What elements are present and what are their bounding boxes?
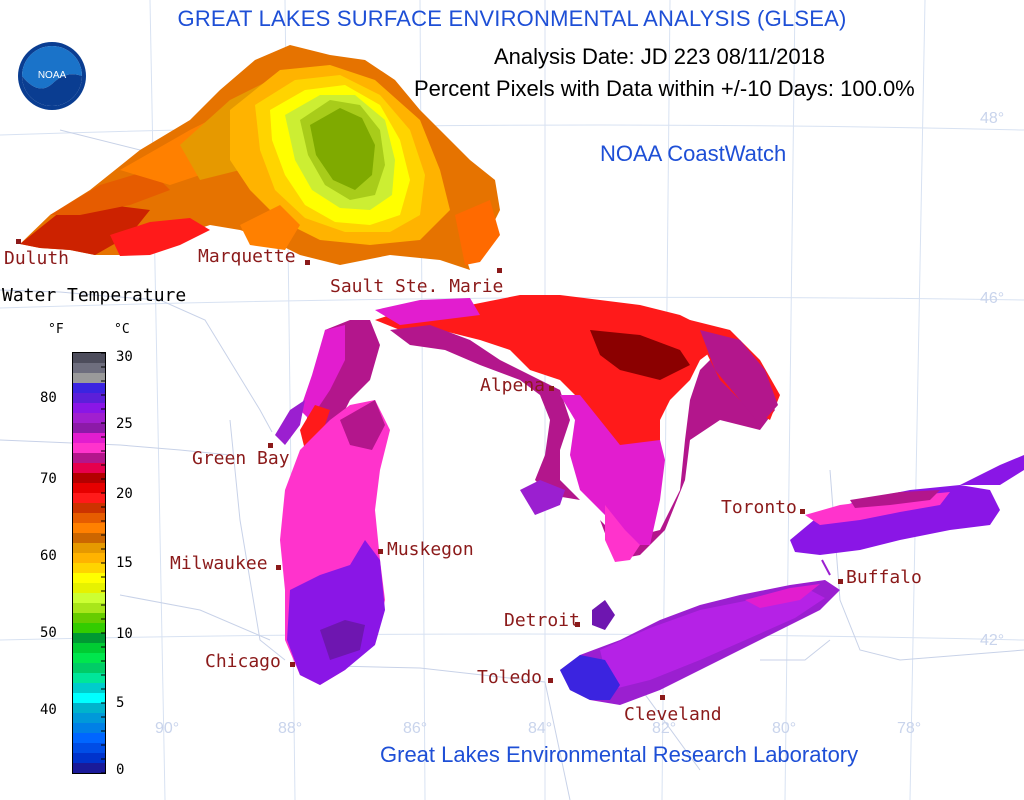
legend-color-swatch [73,533,105,544]
city-label-sault-ste-marie: Sault Ste. Marie [330,276,504,297]
legend-color-swatch [73,453,105,464]
legend-color-swatch [73,573,105,584]
city-label-duluth: Duluth [4,248,70,269]
legend-color-swatch [73,513,105,524]
city-label-green-bay: Green Bay [192,448,290,469]
legend-color-swatch [73,663,105,674]
lake-michigan [275,320,390,685]
legend-color-swatch [73,763,105,774]
legend-color-swatch [73,623,105,634]
legend-color-swatch [73,473,105,484]
legend-color-swatch [73,553,105,564]
latitude-label: 42° [980,632,1005,649]
legend-color-swatch [73,363,105,374]
lake-huron [375,295,780,562]
legend-color-swatch [73,613,105,624]
longitude-label: 78° [897,720,922,737]
noaa-logo: NOAA [16,40,88,112]
legend-unit-fahrenheit: °F [48,322,64,337]
percent-pixels: Percent Pixels with Data within +/-10 Da… [414,76,915,101]
latitude-label: 48° [980,110,1005,127]
legend-color-swatch [73,703,105,714]
lake-erie [560,580,840,705]
city-label-chicago: Chicago [205,651,281,672]
legend-color-swatch [73,743,105,754]
legend-f-tick: 80 [40,390,57,406]
legend-c-tick: 10 [116,626,133,642]
legend-color-swatch [73,673,105,684]
lake-st-clair [592,600,615,630]
city-label-detroit: Detroit [504,610,580,631]
legend-color-swatch [73,713,105,724]
city-label-cleveland: Cleveland [624,704,722,725]
longitude-label: 84° [528,720,553,737]
legend-color-swatch [73,733,105,744]
city-label-muskegon: Muskegon [387,539,474,560]
legend-c-tick: 25 [116,416,133,432]
longitude-label: 88° [278,720,303,737]
lake-ontario [790,455,1024,555]
legend-color-swatch [73,723,105,734]
legend-color-swatch [73,693,105,704]
legend-color-swatch [73,633,105,644]
lake-superior [20,45,500,270]
legend-color-swatch [73,653,105,664]
legend-color-swatch [73,753,105,764]
city-label-toronto: Toronto [721,497,797,518]
legend-f-tick: 40 [40,702,57,718]
legend-color-swatch [73,643,105,654]
longitude-label: 86° [403,720,428,737]
latitude-label: 46° [980,290,1005,307]
temperature-color-scale [72,352,106,774]
legend-color-swatch [73,603,105,614]
legend-color-swatch [73,463,105,474]
legend-color-swatch [73,523,105,534]
city-label-toledo: Toledo [477,667,543,688]
legend-f-tick: 60 [40,548,57,564]
legend-title: Water Temperature [2,285,187,306]
coastwatch-label: NOAA CoastWatch [600,141,787,166]
political-borders [0,129,1024,800]
legend-color-swatch [73,563,105,574]
longitude-label: 90° [155,720,180,737]
legend-color-swatch [73,393,105,404]
legend-color-swatch [73,683,105,694]
legend-color-swatch [73,583,105,594]
legend-color-swatch [73,403,105,414]
legend-color-swatch [73,433,105,444]
legend-color-swatch [73,373,105,384]
legend-color-swatch [73,543,105,554]
legend-c-tick: 15 [116,555,133,571]
legend-color-swatch [73,483,105,494]
city-label-marquette: Marquette [198,246,296,267]
footer-credit: Great Lakes Environmental Research Labor… [380,742,859,767]
legend-color-swatch [73,493,105,504]
city-label-milwaukee: Milwaukee [170,553,268,574]
city-label-alpena: Alpena [480,375,546,396]
legend-color-swatch [73,423,105,434]
legend-c-tick: 5 [116,695,125,711]
legend-color-swatch [73,503,105,514]
longitude-label: 82° [652,720,677,737]
legend-color-swatch [73,593,105,604]
legend-c-tick: 30 [116,349,133,365]
legend-color-swatch [73,383,105,394]
legend-color-swatch [73,443,105,454]
longitude-label: 80° [772,720,797,737]
legend-f-tick: 50 [40,625,57,641]
page-title: GREAT LAKES SURFACE ENVIRONMENTAL ANALYS… [177,6,847,31]
legend-f-tick: 70 [40,471,57,487]
legend-unit-celsius: °C [114,322,130,337]
legend-c-tick: 20 [116,486,133,502]
city-label-buffalo: Buffalo [846,567,922,588]
legend-c-tick: 0 [116,762,125,778]
legend-color-swatch [73,353,105,364]
analysis-date: Analysis Date: JD 223 08/11/2018 [494,44,826,69]
svg-text:NOAA: NOAA [38,70,67,81]
legend-color-swatch [73,413,105,424]
